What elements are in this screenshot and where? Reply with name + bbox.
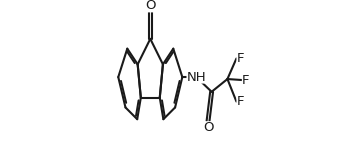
Text: O: O [203,121,213,134]
Text: O: O [145,0,156,12]
Text: F: F [237,52,244,65]
Text: NH: NH [187,71,206,84]
Text: F: F [242,74,249,87]
Text: F: F [237,95,244,108]
